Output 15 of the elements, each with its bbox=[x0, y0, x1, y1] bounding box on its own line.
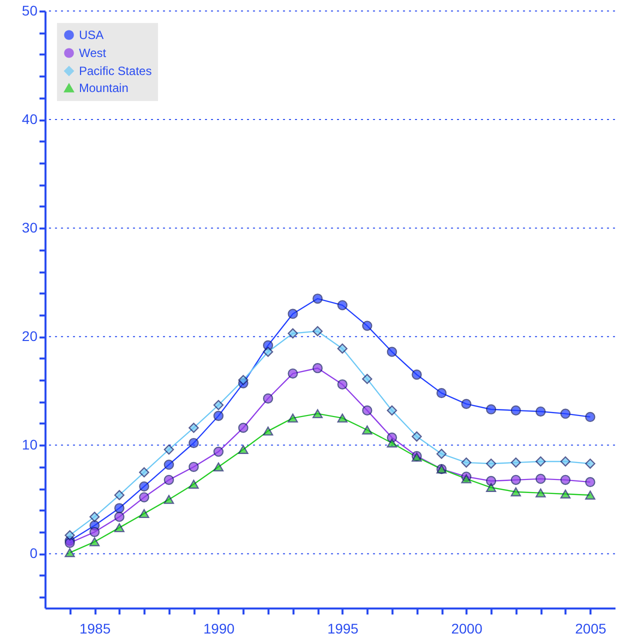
legend-label: Mountain bbox=[79, 81, 128, 95]
y-tick-label: 30 bbox=[22, 220, 38, 236]
y-tick-label: 50 bbox=[22, 2, 38, 18]
x-tick-label: 1995 bbox=[327, 620, 359, 636]
x-tick-label: 1985 bbox=[79, 620, 111, 636]
legend-label: USA bbox=[79, 28, 104, 42]
legend-label: Pacific States bbox=[79, 64, 152, 78]
y-tick-label: 40 bbox=[22, 111, 38, 128]
y-tick-label: 10 bbox=[22, 436, 38, 453]
y-tick-label: 0 bbox=[30, 545, 38, 562]
x-tick-label: 2005 bbox=[575, 620, 606, 636]
y-tick-label: 20 bbox=[22, 328, 38, 344]
x-tick-label: 1990 bbox=[203, 620, 235, 636]
x-tick-label: 2000 bbox=[451, 620, 483, 636]
legend-label: West bbox=[79, 46, 107, 60]
